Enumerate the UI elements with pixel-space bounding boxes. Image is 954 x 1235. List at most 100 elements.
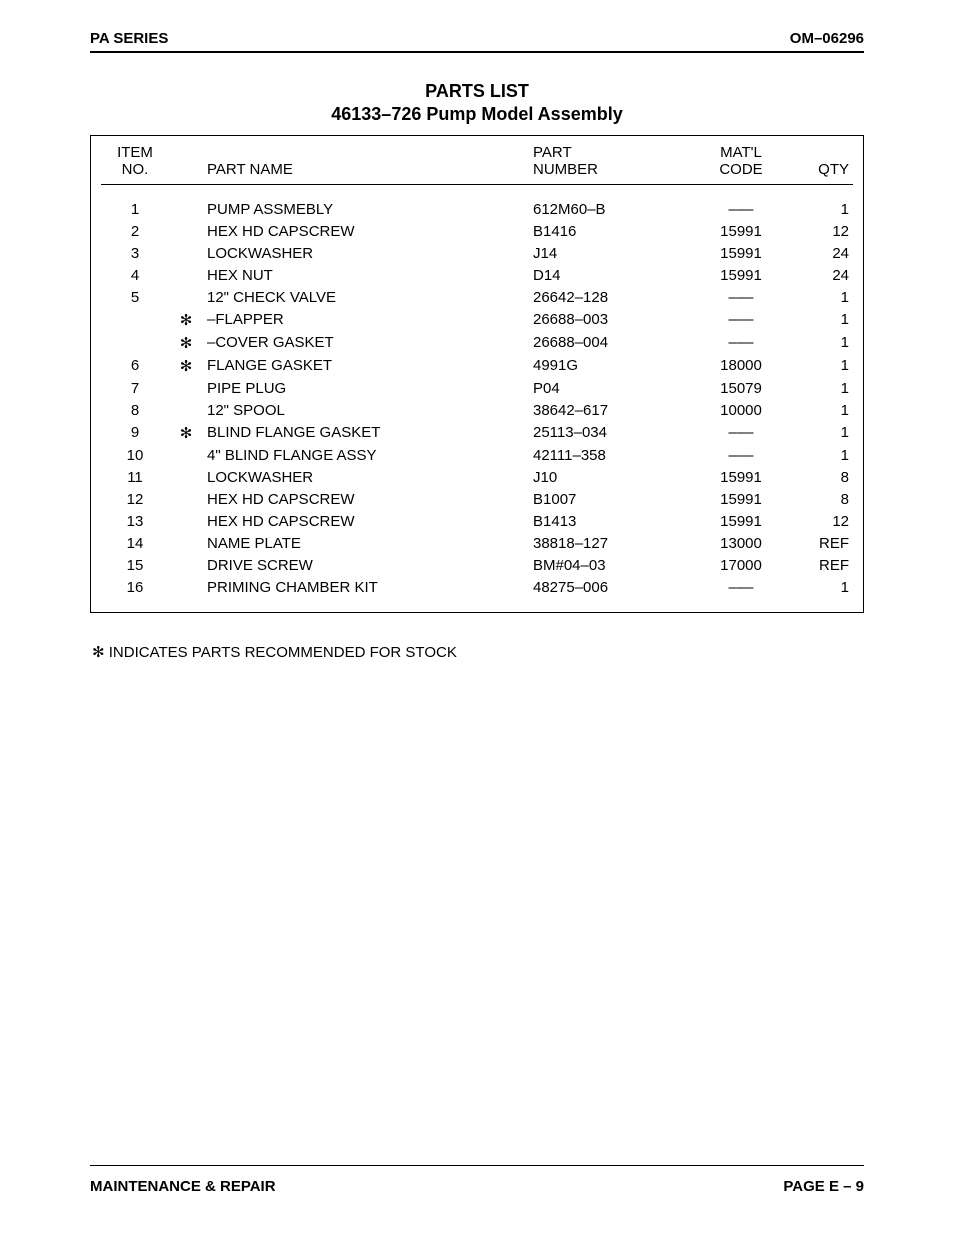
table-row: ✻–FLAPPER26688–003–––1 (101, 308, 853, 331)
col-matl-l1: MAT'L (720, 144, 762, 161)
cell-part: 26688–004 (529, 331, 687, 354)
cell-name: HEX HD CAPSCREW (203, 220, 529, 242)
cell-item: 8 (101, 399, 169, 421)
cell-matl: 15991 (687, 510, 795, 532)
table-row: 8 12" SPOOL38642–617100001 (101, 399, 853, 421)
cell-qty: 1 (795, 421, 853, 444)
cell-part: P04 (529, 377, 687, 399)
cell-name: –COVER GASKET (203, 331, 529, 354)
cell-part: 48275–006 (529, 576, 687, 598)
col-qty: QTY (795, 142, 853, 185)
table-row: 13HEX HD CAPSCREWB14131599112 (101, 510, 853, 532)
cell-part: 26688–003 (529, 308, 687, 331)
cell-part: 38818–127 (529, 532, 687, 554)
cell-matl: ––– (687, 576, 795, 598)
cell-matl: ––– (687, 198, 795, 220)
cell-matl: 15991 (687, 466, 795, 488)
table-row: 2 HEX HD CAPSCREWB14161599112 (101, 220, 853, 242)
cell-item: 11 (101, 466, 169, 488)
cell-item (101, 331, 169, 354)
cell-matl: 18000 (687, 354, 795, 377)
page: PA SERIES OM–06296 PARTS LIST 46133–726 … (0, 0, 954, 1235)
cell-star (169, 466, 203, 488)
cell-part: B1413 (529, 510, 687, 532)
parts-table: ITEM NO. PART NAME PART NUMBER MAT'L COD… (101, 142, 853, 598)
cell-part: BM#04–03 (529, 554, 687, 576)
cell-part: 38642–617 (529, 399, 687, 421)
cell-name: LOCKWASHER (203, 466, 529, 488)
cell-item: 5 (101, 286, 169, 308)
cell-part: 612M60–B (529, 198, 687, 220)
cell-qty: 1 (795, 286, 853, 308)
cell-matl: 15991 (687, 220, 795, 242)
cell-star (169, 532, 203, 554)
cell-star (169, 399, 203, 421)
cell-star (169, 488, 203, 510)
table-row: ✻–COVER GASKET26688–004–––1 (101, 331, 853, 354)
cell-item: 6 (101, 354, 169, 377)
cell-qty: 1 (795, 576, 853, 598)
cell-matl: 10000 (687, 399, 795, 421)
cell-name: DRIVE SCREW (203, 554, 529, 576)
header-bar: PA SERIES OM–06296 (90, 30, 864, 53)
cell-star (169, 510, 203, 532)
col-part-l1: PART (533, 144, 572, 161)
col-name: PART NAME (203, 142, 529, 185)
cell-name: –FLAPPER (203, 308, 529, 331)
cell-qty: 24 (795, 242, 853, 264)
cell-star (169, 576, 203, 598)
cell-star: ✻ (169, 354, 203, 377)
col-item: ITEM NO. (101, 142, 169, 185)
cell-name: HEX HD CAPSCREW (203, 488, 529, 510)
cell-star: ✻ (169, 331, 203, 354)
cell-item (101, 308, 169, 331)
cell-item: 1 (101, 198, 169, 220)
cell-name: LOCKWASHER (203, 242, 529, 264)
table-row: 512" CHECK VALVE26642–128–––1 (101, 286, 853, 308)
cell-part: J10 (529, 466, 687, 488)
cell-part: 42111–358 (529, 444, 687, 466)
cell-name: HEX HD CAPSCREW (203, 510, 529, 532)
cell-item: 15 (101, 554, 169, 576)
cell-star (169, 264, 203, 286)
cell-matl: ––– (687, 331, 795, 354)
table-row: 7PIPE PLUGP04150791 (101, 377, 853, 399)
cell-qty: 1 (795, 354, 853, 377)
cell-star (169, 286, 203, 308)
title-line2: 46133–726 Pump Model Assembly (90, 104, 864, 125)
table-row: 11LOCKWASHERJ10159918 (101, 466, 853, 488)
cell-qty: 1 (795, 399, 853, 421)
cell-part: B1416 (529, 220, 687, 242)
cell-qty: 8 (795, 488, 853, 510)
cell-star (169, 444, 203, 466)
cell-part: J14 (529, 242, 687, 264)
cell-item: 2 (101, 220, 169, 242)
cell-name: PUMP ASSMEBLY (203, 198, 529, 220)
cell-name: PRIMING CHAMBER KIT (203, 576, 529, 598)
table-row: 104" BLIND FLANGE ASSY42111–358–––1 (101, 444, 853, 466)
cell-matl: 15991 (687, 264, 795, 286)
col-matl: MAT'L CODE (687, 142, 795, 185)
cell-matl: ––– (687, 286, 795, 308)
parts-table-wrap: ITEM NO. PART NAME PART NUMBER MAT'L COD… (90, 135, 864, 613)
cell-item: 9 (101, 421, 169, 444)
table-row: 15DRIVE SCREWBM#04–0317000REF (101, 554, 853, 576)
cell-name: 4" BLIND FLANGE ASSY (203, 444, 529, 466)
cell-matl: 15079 (687, 377, 795, 399)
footer-right: PAGE E – 9 (783, 1178, 864, 1195)
cell-part: D14 (529, 264, 687, 286)
cell-name: 12" SPOOL (203, 399, 529, 421)
footnote: ✻ INDICATES PARTS RECOMMENDED FOR STOCK (90, 643, 864, 661)
table-row: 4HEX NUTD141599124 (101, 264, 853, 286)
cell-matl: ––– (687, 421, 795, 444)
cell-star (169, 242, 203, 264)
footer-left: MAINTENANCE & REPAIR (90, 1178, 276, 1195)
cell-star (169, 198, 203, 220)
cell-qty: 1 (795, 444, 853, 466)
cell-part: B1007 (529, 488, 687, 510)
cell-matl: 15991 (687, 488, 795, 510)
title-block: PARTS LIST 46133–726 Pump Model Assembly (90, 81, 864, 125)
col-part-l2: NUMBER (533, 161, 598, 178)
cell-matl: 13000 (687, 532, 795, 554)
cell-qty: 12 (795, 220, 853, 242)
